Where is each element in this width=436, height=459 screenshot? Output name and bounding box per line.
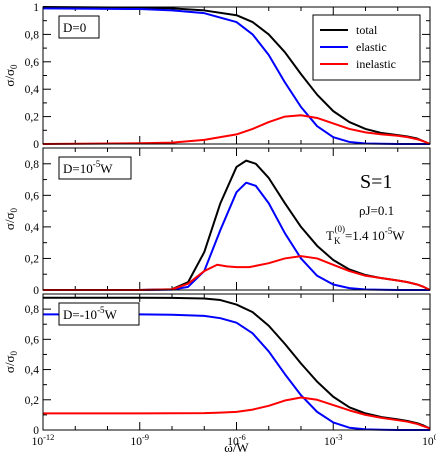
panels: 0 0,2 0,4 0,6 0,8 1 σ/σ0 D=0 0 0,2 0,4 0,6 0,8 σ/σ0 D=… — [2, 2, 431, 437]
panel-label: D=0 — [63, 20, 86, 35]
panel-label-box — [58, 156, 132, 180]
y-tick-label: 0,6 — [25, 334, 40, 346]
panel-d-negative: 0 0,2 0,4 0,6 0,8 σ/σ0 D=-10-5W — [2, 293, 431, 437]
tk-superscript: (0) — [334, 224, 345, 234]
x-tick-label: 10-9 — [130, 432, 149, 448]
y-axis-title: σ/σ0 — [2, 207, 19, 230]
tk-exponent: -5 — [385, 226, 393, 236]
plot-frame — [42, 6, 431, 145]
series-inelastic — [42, 114, 431, 145]
y-tick-label: 0,2 — [25, 253, 40, 265]
y-tick-label: 0,4 — [25, 222, 40, 234]
y-axis-title: σ/σ0 — [2, 64, 19, 87]
y-tick-label: 0,6 — [25, 190, 40, 202]
tk-unit: W — [392, 228, 405, 243]
x-tick-label: 10-6 — [227, 432, 246, 448]
y-tick-label: 0,8 — [25, 304, 40, 316]
legend-label-elastic: elastic — [356, 40, 387, 54]
y-tick-label: 1 — [33, 2, 39, 14]
coupling-label: ρJ=0.1 — [359, 203, 394, 218]
y-tick-label: 0 — [33, 139, 39, 151]
plot-frame — [42, 147, 431, 291]
legend: total elastic inelastic — [312, 14, 421, 81]
x-axis-title: ω/W — [224, 440, 249, 455]
panel-label-box — [58, 15, 100, 39]
y-tick-label: 0,4 — [25, 84, 40, 96]
x-tick-label: 10-3 — [324, 432, 343, 448]
y-axis-title: σ/σ0 — [2, 350, 19, 373]
panel-label-box — [58, 302, 140, 326]
kondo-temperature-label: TK (0)=1.4 10-5W — [326, 224, 405, 246]
y-tick-label: 0,8 — [25, 29, 40, 41]
tk-value: =1.4 10 — [345, 228, 385, 243]
y-tick-label: 0 — [33, 425, 39, 437]
y-tick-label: 0,4 — [25, 365, 40, 377]
tk-symbol: T — [326, 228, 334, 243]
panel-d-zero: 0 0,2 0,4 0,6 0,8 1 σ/σ0 D=0 — [2, 2, 431, 151]
series-elastic — [43, 313, 430, 431]
series-elastic — [43, 181, 430, 291]
panel-label: D=10-5W — [63, 159, 113, 176]
panel-label: D=-10-5W — [63, 305, 118, 322]
y-tick-label: 0,2 — [25, 112, 40, 124]
plot-frame — [42, 293, 431, 431]
series-elastic — [42, 7, 430, 145]
y-tick-label: 0 — [33, 285, 39, 297]
legend-label-inelastic: inelastic — [356, 57, 396, 71]
tk-subscript: K — [334, 236, 341, 246]
y-tick-label: 0,8 — [25, 159, 40, 171]
panel-d-positive: 0 0,2 0,4 0,6 0,8 σ/σ0 D=10-5W — [2, 147, 431, 297]
annotations: S=1 ρJ=0.1 TK (0)=1.4 10-5W — [326, 171, 405, 246]
x-axis: 10-12 10-9 10-6 10-3 100 ω/W — [32, 432, 436, 455]
y-tick-label: 0,2 — [25, 395, 40, 407]
x-tick-label: 10-12 — [32, 432, 55, 448]
legend-label-total: total — [356, 23, 378, 37]
series-inelastic — [43, 396, 431, 430]
x-tick-label: 100 — [422, 432, 436, 448]
y-tick-label: 0,6 — [25, 57, 40, 69]
series-inelastic — [43, 255, 431, 291]
spin-label: S=1 — [360, 171, 392, 193]
